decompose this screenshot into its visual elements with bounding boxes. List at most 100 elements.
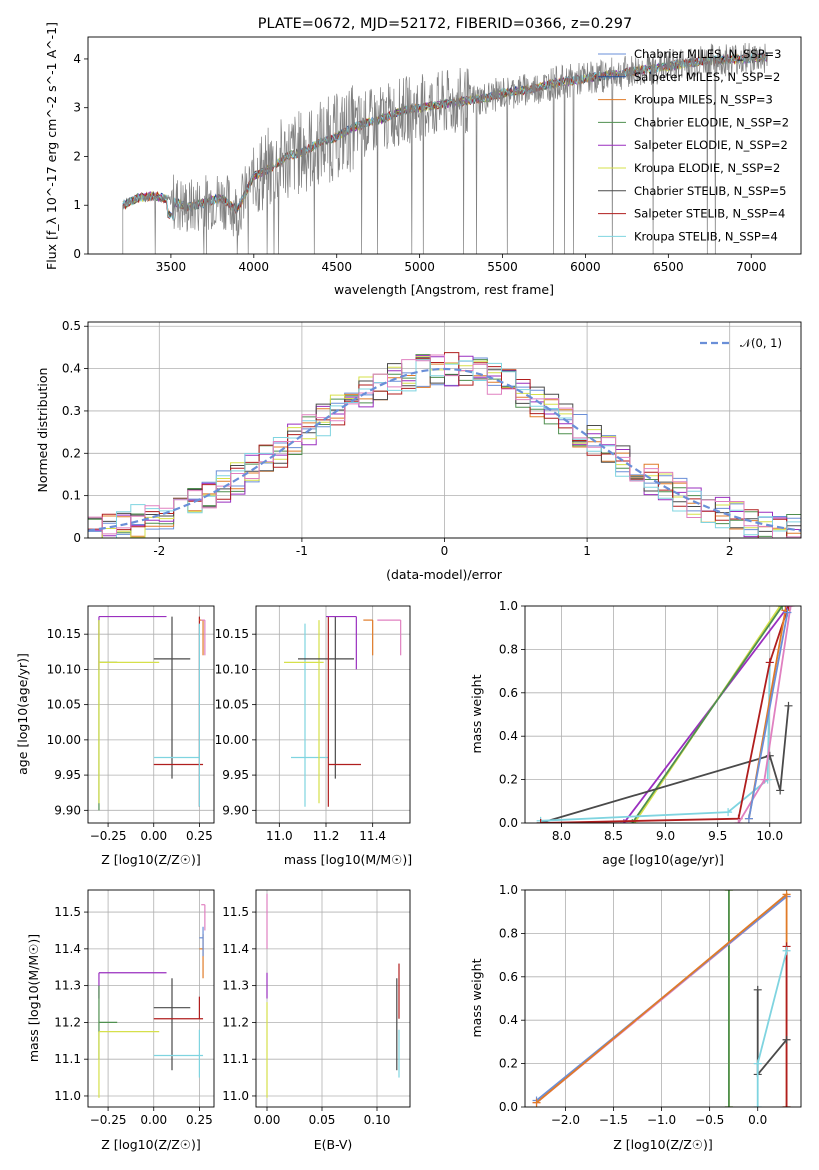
axes-frame (255, 889, 411, 1108)
legend-label: 𝒩(0, 1) (740, 336, 782, 350)
marker (765, 751, 774, 760)
y-tick-label: 0.1 (62, 489, 81, 503)
x-axis-label: mass [log10(M/M☉)] (284, 852, 412, 867)
y-tick-label: 0 (73, 247, 81, 261)
model-spectrum-line (122, 53, 768, 221)
y-tick-label: 10.00 (215, 733, 249, 747)
mass-weight-line (631, 606, 784, 823)
y-tick-label: 1.0 (499, 883, 518, 897)
y-axis-label: mass [log10(M/M☉)] (26, 934, 41, 1062)
y-tick-label: 0 (73, 531, 81, 545)
y-tick-label: 0.4 (62, 362, 81, 376)
marker (765, 658, 774, 667)
x-tick-label: -1 (296, 544, 308, 558)
plot-area (532, 890, 791, 1107)
legend-label: Salpeter MILES, N_SSP=2 (634, 70, 780, 84)
mass-weight-line (756, 989, 788, 1077)
x-tick-label: 11.4 (359, 829, 386, 843)
x-tick-label: 0.00 (254, 1113, 281, 1127)
x-tick-label: 11.0 (266, 829, 293, 843)
x-axis-label: age [log10(age/yr)] (602, 852, 724, 867)
x-tick-label: 10.0 (756, 829, 783, 843)
y-tick-label: 11.3 (222, 979, 249, 993)
legend-label: Kroupa MILES, N_SSP=3 (634, 93, 773, 107)
mass-weight-line (623, 606, 790, 823)
panel-1: -2 -1 0 1 2 0 0.1 0.2 0.3 0.4 0.5 (data-model)/erro… (35, 319, 802, 582)
axes-frame (255, 605, 411, 824)
legend-label: Salpeter ELODIE, N_SSP=2 (634, 138, 788, 152)
panel-2: −0.25 0.00 0.25 9.90 9.95 10.00 10.05 10.10 10.1… (15, 605, 215, 867)
mass-weight-line (540, 705, 790, 823)
x-tick-label: 9.5 (708, 829, 727, 843)
gaussian-curve (88, 367, 801, 532)
y-axis-label: Flux [f_λ 10^-17 erg cm^-2 s^-1 A^-1] (44, 22, 59, 270)
panel-7: −2.0 −1.5 −1.0 −0.5 0.0 0.0 0.2 0.4 0.6 0.8 1.0 Z [… (469, 883, 802, 1152)
marker (753, 1103, 762, 1107)
y-tick-label: 9.90 (54, 803, 81, 817)
marker (536, 819, 545, 823)
y-axis-label: mass weight (469, 958, 484, 1037)
plot-area (266, 893, 400, 1098)
y-tick-label: 1.0 (499, 599, 518, 613)
mass-weight-line (748, 612, 789, 819)
marker (783, 608, 792, 617)
x-tick-label: 2 (726, 544, 734, 558)
y-tick-label: 11.0 (222, 1089, 249, 1103)
marker (760, 775, 769, 784)
marker (724, 890, 733, 894)
y-tick-label: 11.2 (54, 1015, 81, 1029)
marker (776, 786, 785, 795)
x-tick-label: 0.0 (748, 1113, 767, 1127)
axes-frame (87, 36, 802, 255)
x-tick-label: 9.0 (656, 829, 675, 843)
y-tick-label: 11.3 (54, 979, 81, 993)
y-axis-label: age [log10(age/yr)] (15, 653, 30, 775)
y-tick-label: 0.4 (499, 729, 518, 743)
marker (784, 701, 793, 710)
y-tick-label: 11.5 (222, 905, 249, 919)
plot-area (122, 42, 768, 254)
marker (782, 890, 791, 899)
x-tick-label: 4500 (321, 260, 352, 274)
x-tick-label: −0.25 (90, 1113, 127, 1127)
legend-label: Chabrier STELIB, N_SSP=5 (634, 184, 786, 198)
legend-label: Chabrier MILES, N_SSP=3 (634, 47, 781, 61)
mass-weight-line (756, 950, 788, 1107)
x-axis-label: (data-model)/error (386, 567, 503, 582)
marker (753, 985, 762, 994)
y-tick-label: 11.1 (222, 1052, 249, 1066)
x-tick-label: 0.05 (309, 1113, 336, 1127)
x-tick-label: 8.0 (552, 829, 571, 843)
marker (786, 606, 795, 610)
y-tick-label: 11.4 (54, 942, 81, 956)
y-tick-label: 0.5 (62, 319, 81, 333)
legend-label: Chabrier ELODIE, N_SSP=2 (634, 115, 789, 129)
axes-frame (87, 321, 802, 539)
y-tick-label: 2 (73, 149, 81, 163)
y-tick-label: 10.10 (47, 662, 81, 676)
y-tick-label: 0.2 (62, 446, 81, 460)
y-tick-label: 9.95 (222, 768, 249, 782)
x-tick-label: 0.25 (186, 1113, 213, 1127)
y-tick-label: 0.2 (499, 773, 518, 787)
x-tick-label: −1.5 (599, 1113, 628, 1127)
marker (778, 606, 787, 610)
marker (734, 819, 743, 823)
y-tick-label: 10.05 (47, 698, 81, 712)
marker (782, 1035, 791, 1044)
panel-3: 11.0 11.2 11.4 9.90 9.95 10.00 10.05 10.10 10.15… (215, 605, 412, 867)
x-axis-label: E(B-V) (314, 1137, 353, 1152)
y-tick-label: 0.2 (499, 1057, 518, 1071)
marker (724, 1103, 733, 1107)
y-tick-label: 10.05 (215, 698, 249, 712)
y-tick-label: 10.00 (47, 733, 81, 747)
legend-label: Kroupa ELODIE, N_SSP=2 (634, 161, 780, 175)
y-tick-label: 0.3 (62, 404, 81, 418)
axes-frame (524, 605, 802, 824)
axes-frame (524, 889, 802, 1108)
plot-area (98, 904, 206, 1098)
x-tick-label: −2.0 (551, 1113, 580, 1127)
x-tick-label: 4000 (239, 260, 270, 274)
y-tick-label: 4 (73, 52, 81, 66)
